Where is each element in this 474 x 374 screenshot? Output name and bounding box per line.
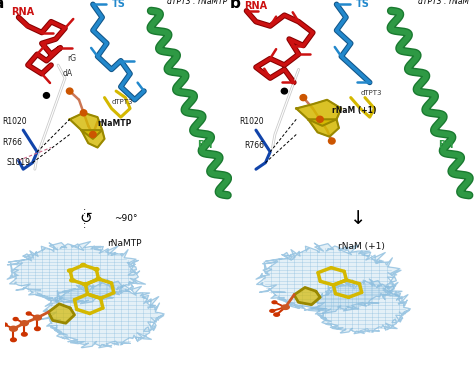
Circle shape — [10, 338, 16, 341]
Text: :: : — [83, 206, 86, 216]
Text: rNaM (+1): rNaM (+1) — [338, 242, 385, 251]
Circle shape — [67, 269, 73, 272]
Text: dTPT3: dTPT3 — [111, 99, 133, 105]
Text: S1019: S1019 — [7, 158, 31, 167]
Text: rNaMTP: rNaMTP — [108, 239, 142, 248]
Text: R1020: R1020 — [239, 117, 264, 126]
Circle shape — [300, 95, 307, 101]
Text: a: a — [0, 0, 3, 11]
Text: TS: TS — [356, 0, 369, 9]
Polygon shape — [82, 130, 104, 147]
Circle shape — [90, 131, 96, 138]
Text: RNA: RNA — [244, 1, 267, 11]
Text: rG: rG — [67, 54, 76, 63]
Polygon shape — [311, 279, 410, 334]
Circle shape — [20, 321, 28, 326]
Circle shape — [2, 323, 7, 326]
Polygon shape — [256, 243, 401, 313]
Polygon shape — [40, 279, 164, 348]
Text: :: : — [83, 220, 86, 230]
Circle shape — [281, 88, 287, 94]
Text: R766: R766 — [2, 138, 22, 147]
Circle shape — [66, 88, 73, 94]
Text: dA: dA — [63, 69, 73, 78]
Circle shape — [21, 332, 27, 336]
Polygon shape — [48, 304, 74, 323]
Text: ↓: ↓ — [350, 209, 366, 228]
Circle shape — [272, 301, 277, 304]
Text: ~90°: ~90° — [114, 214, 137, 223]
Circle shape — [328, 138, 335, 144]
Circle shape — [83, 283, 88, 286]
Text: b: b — [230, 0, 241, 11]
Polygon shape — [296, 100, 341, 126]
Circle shape — [274, 313, 280, 316]
Text: rNaMTP: rNaMTP — [98, 119, 132, 128]
Text: dTPT3 : rNaM: dTPT3 : rNaM — [418, 0, 469, 6]
Circle shape — [27, 312, 31, 315]
Circle shape — [13, 318, 18, 321]
Text: BH: BH — [438, 140, 454, 150]
Polygon shape — [308, 119, 339, 137]
Circle shape — [70, 279, 75, 282]
Text: dTPT3: dTPT3 — [360, 91, 382, 96]
Circle shape — [35, 327, 40, 331]
Circle shape — [270, 310, 274, 312]
Circle shape — [94, 267, 99, 271]
Polygon shape — [294, 288, 320, 305]
Text: RNA: RNA — [11, 7, 35, 17]
Circle shape — [317, 116, 323, 122]
Circle shape — [44, 93, 49, 98]
Text: rNaM (+1): rNaM (+1) — [332, 106, 376, 115]
Text: dTPT3 : rNaMTP: dTPT3 : rNaMTP — [167, 0, 228, 6]
Text: ↺: ↺ — [79, 211, 91, 226]
Circle shape — [81, 110, 87, 116]
Text: R766: R766 — [244, 141, 264, 150]
Circle shape — [34, 315, 41, 320]
Circle shape — [9, 326, 18, 331]
Text: R1020: R1020 — [2, 117, 27, 126]
Polygon shape — [7, 242, 146, 304]
Circle shape — [282, 305, 289, 309]
Text: TS: TS — [111, 0, 125, 9]
Circle shape — [96, 277, 101, 280]
Text: BH: BH — [197, 140, 213, 150]
Polygon shape — [70, 113, 102, 139]
Circle shape — [81, 263, 86, 267]
